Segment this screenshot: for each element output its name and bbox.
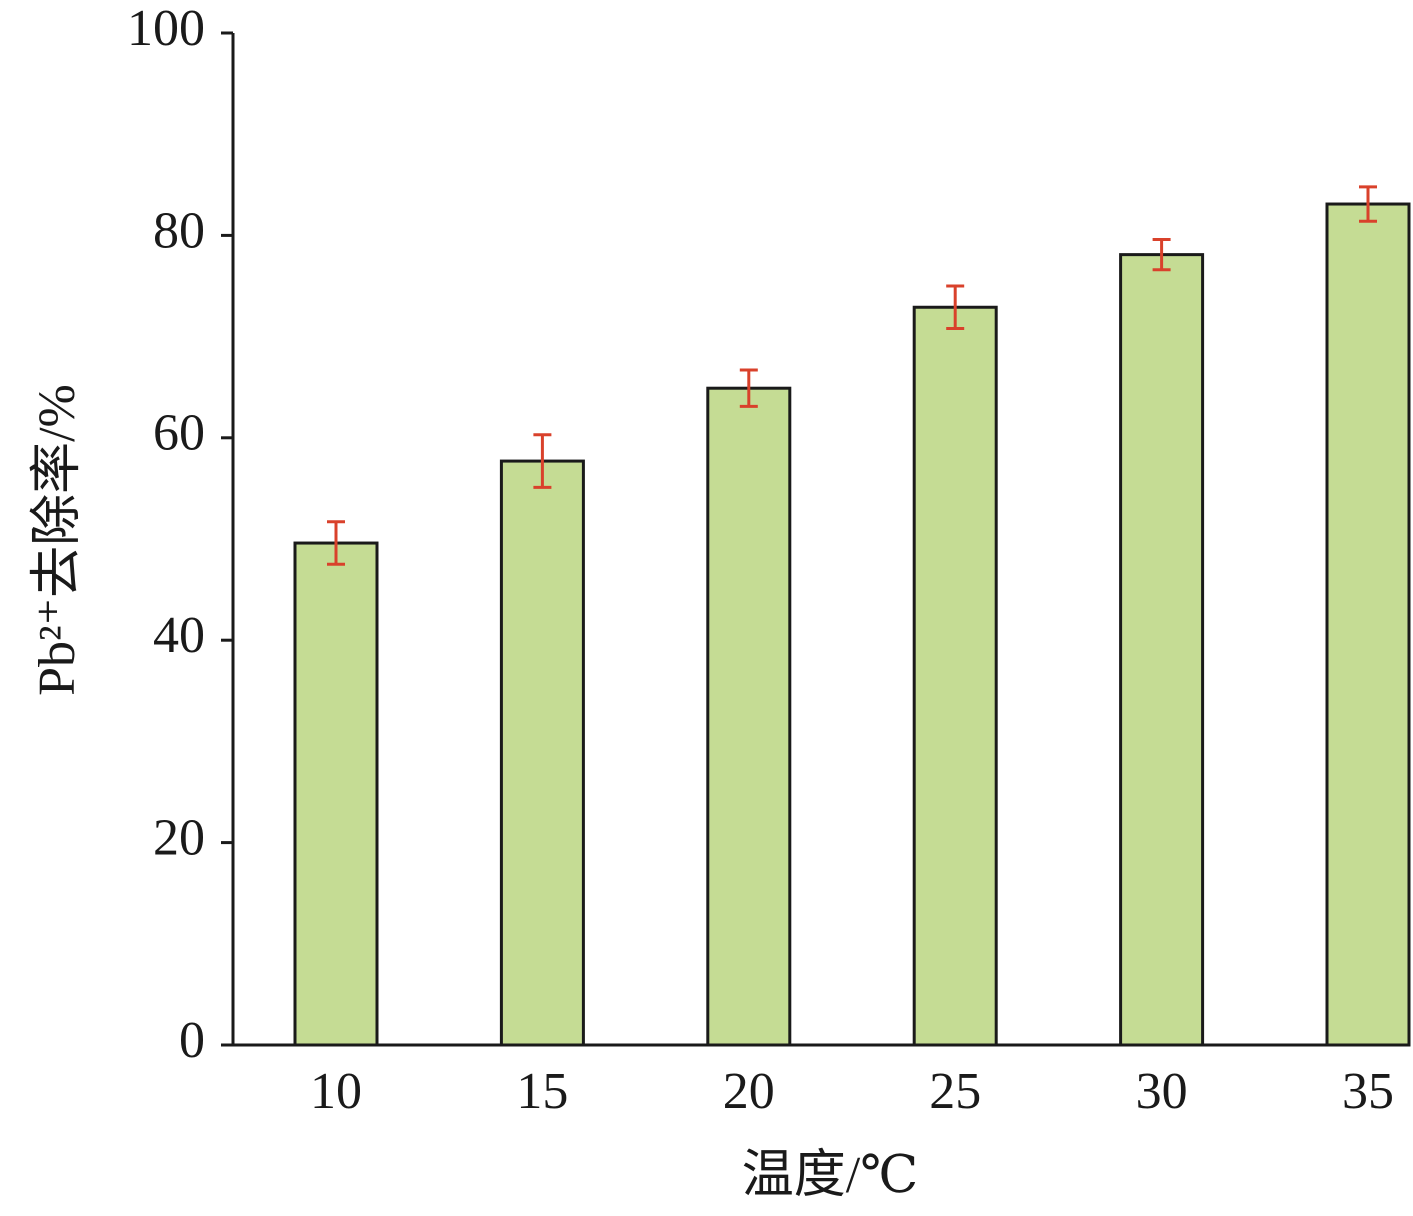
y-tick-label: 60	[153, 405, 205, 462]
bar	[1119, 253, 1205, 1047]
y-tick-label: 0	[179, 1012, 205, 1069]
x-tick-label: 30	[1136, 1063, 1188, 1120]
y-tick-label: 20	[153, 810, 205, 867]
x-tick-label: 35	[1342, 1063, 1394, 1120]
bar	[706, 386, 792, 1047]
y-tick-label: 40	[153, 607, 205, 664]
bar	[1325, 202, 1411, 1047]
bar	[912, 305, 998, 1047]
x-tick-label: 25	[929, 1063, 981, 1120]
error-bar	[946, 284, 965, 331]
bar	[293, 541, 379, 1047]
x-tick-label: 15	[516, 1063, 568, 1120]
x-tick-label: 20	[723, 1063, 775, 1120]
y-tick-label: 80	[153, 202, 205, 259]
error-bar	[739, 368, 758, 408]
y-axis-label: Pb²⁺去除率/%	[29, 384, 86, 696]
x-axis-label: 温度/℃	[742, 1147, 919, 1204]
error-bar	[1152, 237, 1171, 272]
error-bar	[1359, 185, 1377, 223]
bar	[499, 459, 585, 1047]
x-tick-label: 10	[310, 1063, 362, 1120]
error-bar	[533, 433, 552, 489]
y-tick-label: 100	[127, 0, 205, 57]
error-bar	[327, 520, 345, 566]
